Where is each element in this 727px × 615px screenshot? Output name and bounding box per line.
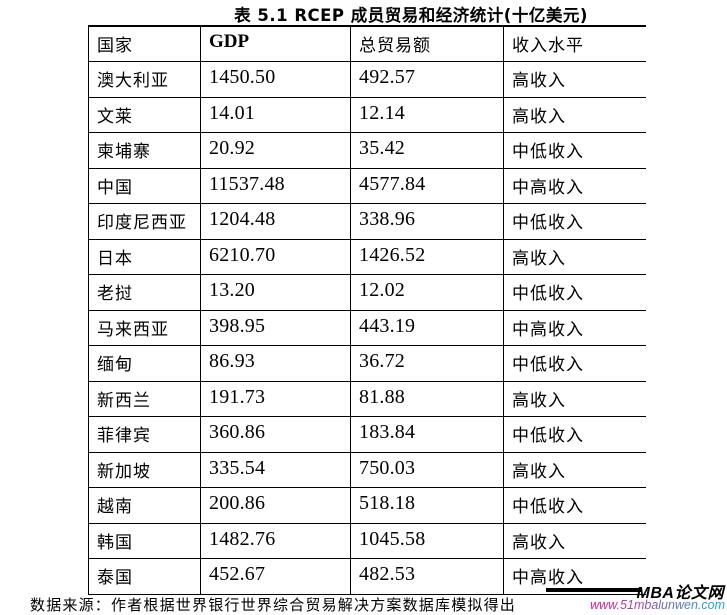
trade-cell: 443.19: [350, 310, 504, 346]
country-cell: 马来西亚: [88, 310, 201, 346]
income-cell: 中低收入: [503, 345, 646, 382]
country-cell: 越南: [88, 487, 201, 524]
gdp-cell: 191.73: [200, 381, 351, 417]
gdp-cell: 20.92: [200, 132, 351, 169]
country-cell: 新西兰: [88, 381, 201, 417]
col-header-gdp: GDP: [200, 26, 351, 62]
gdp-cell: 1204.48: [200, 203, 351, 240]
country-cell: 缅甸: [88, 345, 201, 382]
trade-cell: 750.03: [350, 452, 504, 488]
gdp-cell: 452.67: [200, 558, 351, 595]
table-title: 表 5.1 RCEP 成员贸易和经济统计(十亿美元): [234, 6, 588, 25]
table-row: 印度尼西亚 1204.48 338.96 中低收入: [88, 203, 646, 240]
trade-cell: 12.14: [350, 97, 504, 133]
gdp-cell: 11537.48: [200, 168, 351, 204]
rcep-stats-table: 国家 GDP 总贸易额 收入水平 澳大利亚 1450.50 492.57 高收入 文莱 1…: [88, 25, 646, 595]
trade-cell: 492.57: [350, 61, 504, 98]
table-row: 菲律宾 360.86 183.84 中低收入: [88, 416, 646, 453]
gdp-cell: 398.95: [200, 310, 351, 346]
gdp-cell: 360.86: [200, 416, 351, 453]
gdp-cell: 13.20: [200, 274, 351, 311]
trade-cell: 1426.52: [350, 239, 504, 275]
income-cell: 高收入: [503, 97, 646, 133]
country-cell: 菲律宾: [88, 416, 201, 453]
table-row: 日本 6210.70 1426.52 高收入: [88, 239, 646, 275]
country-cell: 中国: [88, 168, 201, 204]
income-cell: 高收入: [503, 381, 646, 417]
table-row: 韩国 1482.76 1045.58 高收入: [88, 523, 646, 559]
gdp-cell: 14.01: [200, 97, 351, 133]
watermark-site-url: www.51mbalunwen.com: [590, 598, 725, 612]
table-row: 文莱 14.01 12.14 高收入: [88, 97, 646, 133]
trade-cell: 338.96: [350, 203, 504, 240]
watermark-rule: [546, 588, 641, 592]
trade-cell: 12.02: [350, 274, 504, 311]
income-cell: 高收入: [503, 523, 646, 559]
income-cell: 中高收入: [503, 168, 646, 204]
trade-cell: 482.53: [350, 558, 504, 595]
col-header-income: 收入水平: [503, 26, 646, 62]
gdp-cell: 1450.50: [200, 61, 351, 98]
country-cell: 澳大利亚: [88, 61, 201, 98]
gdp-cell: 200.86: [200, 487, 351, 524]
gdp-cell: 1482.76: [200, 523, 351, 559]
trade-cell: 81.88: [350, 381, 504, 417]
income-cell: 中低收入: [503, 274, 646, 311]
country-cell: 柬埔寨: [88, 132, 201, 169]
watermark-site-name: MBA论文网: [636, 585, 724, 602]
income-cell: 中高收入: [503, 310, 646, 346]
trade-cell: 183.84: [350, 416, 504, 453]
col-header-trade: 总贸易额: [350, 26, 504, 62]
income-cell: 中低收入: [503, 203, 646, 240]
table-row: 澳大利亚 1450.50 492.57 高收入: [88, 61, 646, 98]
income-cell: 高收入: [503, 61, 646, 98]
gdp-cell: 86.93: [200, 345, 351, 382]
table-row: 泰国 452.67 482.53 中高收入: [88, 558, 646, 595]
country-cell: 新加坡: [88, 452, 201, 488]
country-cell: 印度尼西亚: [88, 203, 201, 240]
trade-cell: 518.18: [350, 487, 504, 524]
table-row: 缅甸 86.93 36.72 中低收入: [88, 345, 646, 382]
table-body: 澳大利亚 1450.50 492.57 高收入 文莱 14.01 12.14 高收入 柬埔寨 20…: [88, 61, 646, 595]
col-header-country: 国家: [88, 26, 201, 62]
income-cell: 中低收入: [503, 132, 646, 169]
table-row: 新西兰 191.73 81.88 高收入: [88, 381, 646, 417]
income-cell: 高收入: [503, 452, 646, 488]
income-cell: 中低收入: [503, 416, 646, 453]
table-row: 越南 200.86 518.18 中低收入: [88, 487, 646, 524]
country-cell: 日本: [88, 239, 201, 275]
trade-cell: 35.42: [350, 132, 504, 169]
gdp-cell: 6210.70: [200, 239, 351, 275]
table-row: 新加坡 335.54 750.03 高收入: [88, 452, 646, 488]
country-cell: 老挝: [88, 274, 201, 311]
country-cell: 文莱: [88, 97, 201, 133]
country-cell: 韩国: [88, 523, 201, 559]
table-header-row: 国家 GDP 总贸易额 收入水平: [88, 26, 646, 62]
table-row: 马来西亚 398.95 443.19 中高收入: [88, 310, 646, 346]
trade-cell: 36.72: [350, 345, 504, 382]
income-cell: 高收入: [503, 239, 646, 275]
income-cell: 中低收入: [503, 487, 646, 524]
gdp-cell: 335.54: [200, 452, 351, 488]
table-row: 柬埔寨 20.92 35.42 中低收入: [88, 132, 646, 169]
trade-cell: 4577.84: [350, 168, 504, 204]
data-source-note: 数据来源：作者根据世界银行世界综合贸易解决方案数据库模拟得出: [30, 598, 517, 614]
country-cell: 泰国: [88, 558, 201, 595]
trade-cell: 1045.58: [350, 523, 504, 559]
table-row: 老挝 13.20 12.02 中低收入: [88, 274, 646, 311]
table-row: 中国 11537.48 4577.84 中高收入: [88, 168, 646, 204]
